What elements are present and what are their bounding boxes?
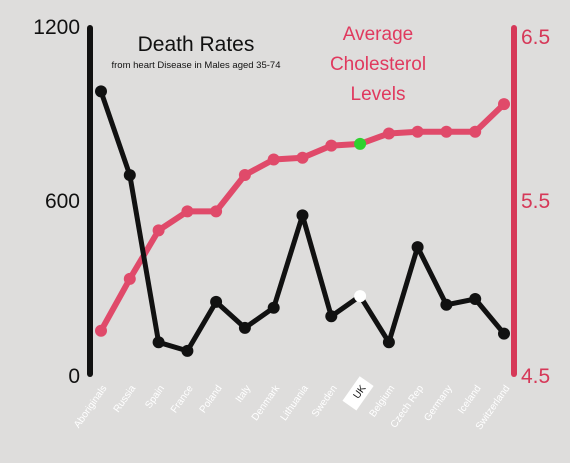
category-label: Germany [422, 383, 455, 423]
left-tick-label: 1200 [33, 16, 80, 39]
right-title-line-1: Average [343, 24, 413, 45]
category-label: Russia [112, 383, 139, 415]
left-tick-label: 0 [68, 365, 80, 388]
category-label: Sweden [310, 383, 340, 419]
left-tick-label: 600 [45, 190, 80, 213]
cholesterol-point-13 [469, 125, 482, 138]
cholesterol-point-1 [123, 272, 136, 285]
right-tick-label: 6.5 [521, 26, 550, 49]
cholesterol-point-9 [354, 137, 367, 150]
death-rate-point-12 [440, 298, 453, 311]
right-tick-label: 5.5 [521, 190, 550, 213]
cholesterol-point-12 [440, 125, 453, 138]
category-label: Italy [234, 383, 254, 404]
cholesterol-point-0 [95, 324, 107, 337]
right-title-line-2: Cholesterol [330, 54, 426, 75]
death-rate-point-13 [469, 293, 482, 305]
series-layer [95, 85, 510, 357]
category-label: France [169, 383, 196, 415]
death-rate-point-8 [325, 310, 338, 323]
death-rate-point-5 [238, 321, 251, 334]
category-label: Poland [198, 383, 225, 415]
category-label: Spain [143, 383, 167, 410]
death-rate-point-10 [382, 336, 395, 349]
death-rate-point-14 [498, 327, 510, 340]
cholesterol-point-8 [325, 139, 338, 152]
cholesterol-point-7 [296, 151, 309, 164]
death-rate-point-2 [152, 336, 165, 349]
category-label: Aboriginals [72, 383, 109, 430]
left-title: Death Rates [138, 33, 255, 56]
category-label: Belgium [368, 383, 398, 419]
death-rate-point-3 [181, 344, 194, 357]
cholesterol-point-4 [210, 205, 223, 218]
cholesterol-point-6 [267, 153, 280, 166]
death-rate-point-4 [210, 295, 223, 308]
death-rate-point-1 [123, 169, 136, 182]
death-rate-point-11 [411, 241, 424, 254]
left-subtitle: from heart Disease in Males aged 35-74 [112, 60, 281, 71]
cholesterol-point-2 [152, 224, 165, 237]
cholesterol-point-11 [411, 125, 424, 138]
category-label: Lithuania [279, 383, 312, 423]
cholesterol-point-5 [238, 169, 251, 181]
uk-label-highlight [342, 376, 374, 411]
death-rate-point-7 [296, 209, 309, 222]
cholesterol-point-10 [382, 127, 395, 140]
death-rate-point-0 [95, 85, 107, 98]
right-title-line-3: Levels [351, 84, 406, 105]
right-tick-label: 4.5 [521, 365, 550, 388]
cholesterol-point-14 [498, 98, 510, 111]
death-rate-point-9 [354, 290, 367, 303]
category-labels: Aboriginals Russia Spain France Poland ItalyD… [72, 376, 512, 432]
cholesterol-point-3 [181, 205, 194, 218]
death-rate-point-6 [267, 301, 280, 314]
category-label: Iceland [456, 383, 484, 416]
